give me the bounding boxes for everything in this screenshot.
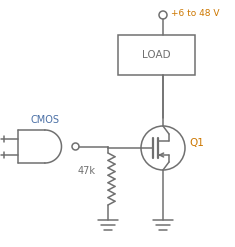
Bar	[118, 35, 195, 75]
Text: CMOS: CMOS	[31, 115, 59, 125]
Text: 47k: 47k	[78, 166, 96, 176]
Text: +6 to 48 V: +6 to 48 V	[171, 9, 219, 19]
Text: Q1: Q1	[189, 138, 204, 148]
Text: LOAD: LOAD	[142, 50, 171, 60]
